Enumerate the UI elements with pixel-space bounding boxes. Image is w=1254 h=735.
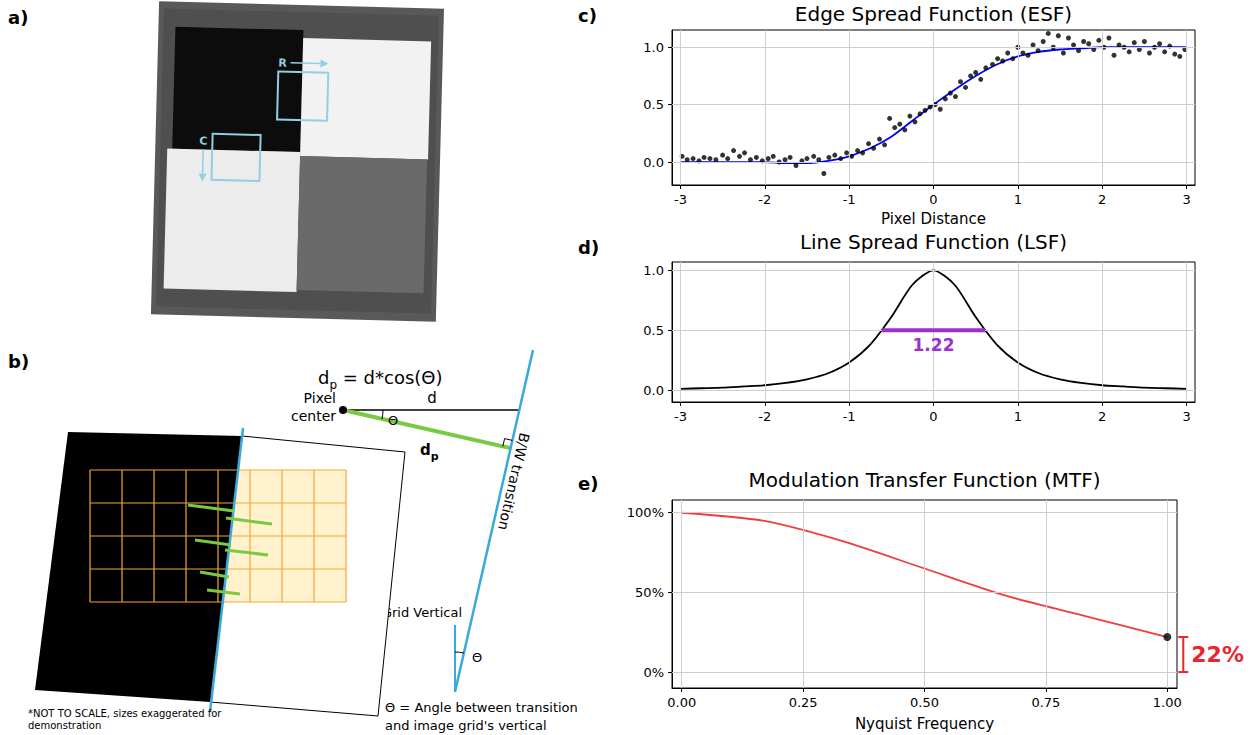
svg-text:Pixel Distance: Pixel Distance bbox=[881, 210, 986, 228]
svg-text:d): d) bbox=[578, 237, 599, 258]
svg-text:Pixel: Pixel bbox=[304, 390, 336, 406]
svg-text:R: R bbox=[278, 56, 287, 69]
svg-text:100%: 100% bbox=[627, 505, 664, 520]
svg-text:0.0: 0.0 bbox=[643, 155, 664, 170]
svg-text:Grid Vertical: Grid Vertical bbox=[382, 605, 462, 620]
svg-text:1.00: 1.00 bbox=[1153, 695, 1182, 710]
svg-text:0.25: 0.25 bbox=[789, 695, 818, 710]
svg-text:Nyquist Frequency: Nyquist Frequency bbox=[855, 715, 994, 733]
svg-text:0.50: 0.50 bbox=[910, 695, 939, 710]
svg-text:1: 1 bbox=[1014, 409, 1022, 424]
svg-text:-1: -1 bbox=[843, 192, 856, 207]
svg-text:0: 0 bbox=[929, 192, 937, 207]
svg-text:B/W transition: B/W transition bbox=[495, 431, 533, 531]
svg-text:0.00: 0.00 bbox=[667, 695, 696, 710]
svg-text:C: C bbox=[199, 134, 207, 147]
svg-text:a): a) bbox=[8, 7, 28, 28]
svg-text:0.75: 0.75 bbox=[1031, 695, 1060, 710]
svg-text:d: d bbox=[427, 389, 437, 407]
svg-text:Modulation Transfer Function (: Modulation Transfer Function (MTF) bbox=[748, 468, 1100, 492]
svg-text:Θ = Angle between transition: Θ = Angle between transition bbox=[385, 700, 578, 715]
svg-text:-3: -3 bbox=[674, 409, 687, 424]
svg-text:2: 2 bbox=[1098, 409, 1106, 424]
svg-text:1: 1 bbox=[1014, 192, 1022, 207]
svg-text:-2: -2 bbox=[758, 409, 771, 424]
svg-text:Edge Spread Function (ESF): Edge Spread Function (ESF) bbox=[795, 2, 1072, 26]
svg-text:Θ: Θ bbox=[388, 413, 398, 428]
svg-text:3: 3 bbox=[1182, 409, 1190, 424]
svg-text:0: 0 bbox=[929, 409, 937, 424]
svg-text:50%: 50% bbox=[635, 585, 664, 600]
svg-text:dp = d*cos(Θ): dp = d*cos(Θ) bbox=[318, 367, 443, 392]
svg-text:dp: dp bbox=[420, 441, 439, 463]
svg-text:center: center bbox=[291, 408, 336, 424]
svg-text:demonstration: demonstration bbox=[28, 720, 101, 731]
svg-text:3: 3 bbox=[1182, 192, 1190, 207]
svg-text:0.5: 0.5 bbox=[643, 323, 664, 338]
svg-text:Θ: Θ bbox=[472, 650, 482, 665]
svg-text:0.5: 0.5 bbox=[643, 97, 664, 112]
svg-text:2: 2 bbox=[1098, 192, 1106, 207]
svg-text:1.0: 1.0 bbox=[643, 40, 664, 55]
svg-text:-2: -2 bbox=[758, 192, 771, 207]
svg-text:0%: 0% bbox=[643, 665, 664, 680]
svg-text:0.0: 0.0 bbox=[643, 383, 664, 398]
svg-text:Line Spread Function (LSF): Line Spread Function (LSF) bbox=[800, 230, 1067, 254]
svg-text:and image grid's vertical: and image grid's vertical bbox=[385, 718, 547, 733]
svg-text:1.22: 1.22 bbox=[913, 335, 955, 355]
svg-text:-3: -3 bbox=[674, 192, 687, 207]
svg-text:c): c) bbox=[578, 5, 597, 26]
svg-text:b): b) bbox=[8, 351, 29, 372]
svg-text:*NOT TO SCALE, sizes exaggerat: *NOT TO SCALE, sizes exaggerated for bbox=[28, 708, 222, 719]
svg-text:22%: 22% bbox=[1191, 642, 1244, 667]
svg-text:-1: -1 bbox=[843, 409, 856, 424]
svg-text:1.0: 1.0 bbox=[643, 263, 664, 278]
svg-text:e): e) bbox=[578, 473, 598, 494]
